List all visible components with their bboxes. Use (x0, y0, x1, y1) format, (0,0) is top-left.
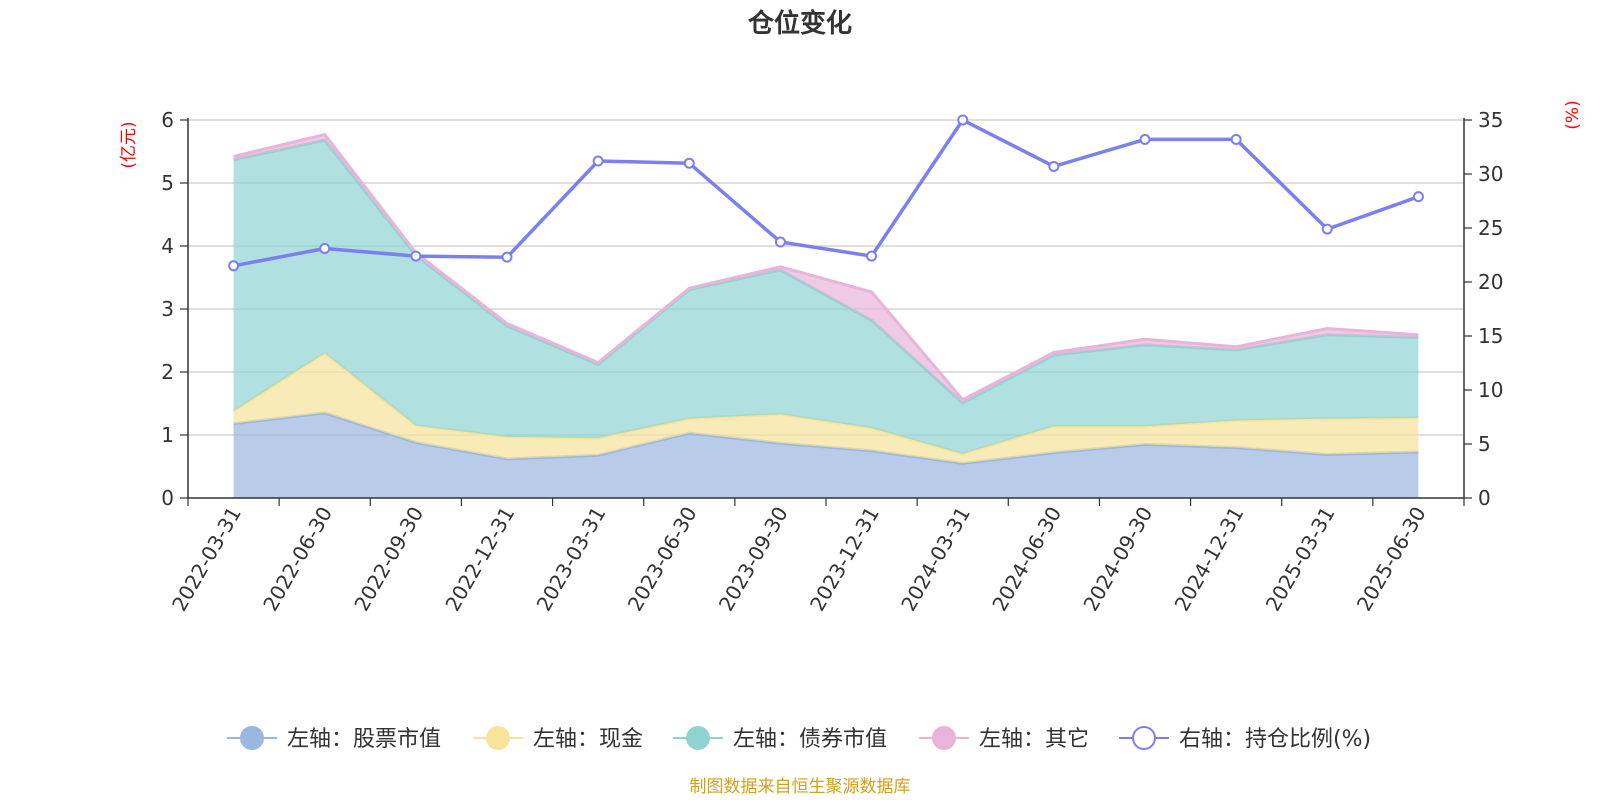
left-axis-tick-label: 3 (161, 297, 174, 321)
legend-marker-stock (240, 726, 264, 750)
ratio-point (1048, 160, 1060, 172)
right-axis-tick-label: 35 (1478, 108, 1503, 132)
left-axis-tick-label: 6 (161, 108, 174, 132)
data-source-note: 制图数据来自恒生聚源数据库 (690, 777, 911, 797)
x-axis-tick-label: 2023-09-30 (714, 503, 793, 616)
legend-label: 左轴：现金 (533, 727, 643, 752)
ratio-point (774, 236, 786, 248)
legend-marker-cash (486, 726, 510, 750)
right-axis-unit: (%) (1563, 100, 1583, 129)
left-axis-tick-label: 0 (161, 486, 174, 510)
ratio-line-layer (228, 114, 1424, 272)
ratio-point (319, 243, 331, 255)
left-axis-tick-label: 5 (161, 171, 174, 195)
ratio-point (957, 114, 969, 126)
legend-marker-ratio (1132, 726, 1156, 750)
legend: 左轴：股票市值 左轴：现金 左轴：债券市值 左轴：其它 右轴：持仓比例(%) (227, 726, 1371, 752)
ratio-point (228, 260, 240, 272)
area-cash (233, 353, 1419, 464)
ratio-point (501, 251, 513, 263)
ratio-point (683, 157, 695, 169)
left-axis-tick-label: 4 (161, 234, 174, 258)
right-axis-tick-label: 30 (1478, 162, 1503, 186)
x-axis-tick-label: 2023-06-30 (623, 503, 702, 616)
right-axis-tick-label: 10 (1478, 378, 1503, 402)
right-axis-tick-label: 5 (1478, 432, 1491, 456)
x-axis-tick-label: 2022-03-31 (167, 503, 246, 616)
chart-title: 仓位变化 (747, 8, 852, 39)
ratio-point (1230, 133, 1242, 145)
x-axis-tick-label: 2024-12-31 (1170, 503, 1249, 616)
area-edge-other (233, 132, 1419, 402)
legend-label: 左轴：股票市值 (287, 727, 441, 752)
right-axis-tick-label: 25 (1478, 216, 1503, 240)
ratio-line (233, 117, 1419, 268)
x-axis-tick-label: 2022-12-31 (440, 503, 519, 616)
x-axis-tick-label: 2023-03-31 (532, 503, 611, 616)
legend-label: 右轴：持仓比例(%) (1179, 727, 1371, 752)
x-axis-tick-label: 2022-09-30 (349, 503, 428, 616)
ratio-point (1321, 223, 1333, 235)
right-axis-tick-label: 15 (1478, 324, 1503, 348)
x-axis-tick-label: 2024-09-30 (1078, 503, 1157, 616)
ratio-point (1139, 133, 1151, 145)
area-stock (233, 412, 1419, 498)
x-axis-tick-label: 2025-06-30 (1352, 503, 1431, 616)
x-axis-tick-label: 2025-03-31 (1261, 503, 1340, 616)
legend-label: 左轴：其它 (979, 727, 1089, 752)
left-axis-tick-label: 1 (161, 423, 174, 447)
ratio-point (410, 250, 422, 262)
legend-marker-bond (686, 726, 710, 750)
x-axis-tick-label: 2023-12-31 (805, 503, 884, 616)
legend-marker-other (932, 726, 956, 750)
x-axis-tick-label: 2022-06-30 (258, 503, 337, 616)
ratio-point (866, 250, 878, 262)
right-axis-tick-label: 20 (1478, 270, 1503, 294)
area-bond (233, 140, 1419, 454)
x-axis-tick-label: 2024-03-31 (896, 503, 975, 616)
ratio-point (592, 155, 604, 167)
legend-label: 左轴：债券市值 (733, 727, 887, 752)
ratio-point (1412, 191, 1424, 203)
x-axis-tick-label: 2024-06-30 (987, 503, 1066, 616)
left-axis-tick-label: 2 (161, 360, 174, 384)
left-axis-unit: (亿元) (119, 121, 139, 168)
right-axis-tick-label: 0 (1478, 486, 1491, 510)
stacked-areas (232, 132, 1419, 498)
